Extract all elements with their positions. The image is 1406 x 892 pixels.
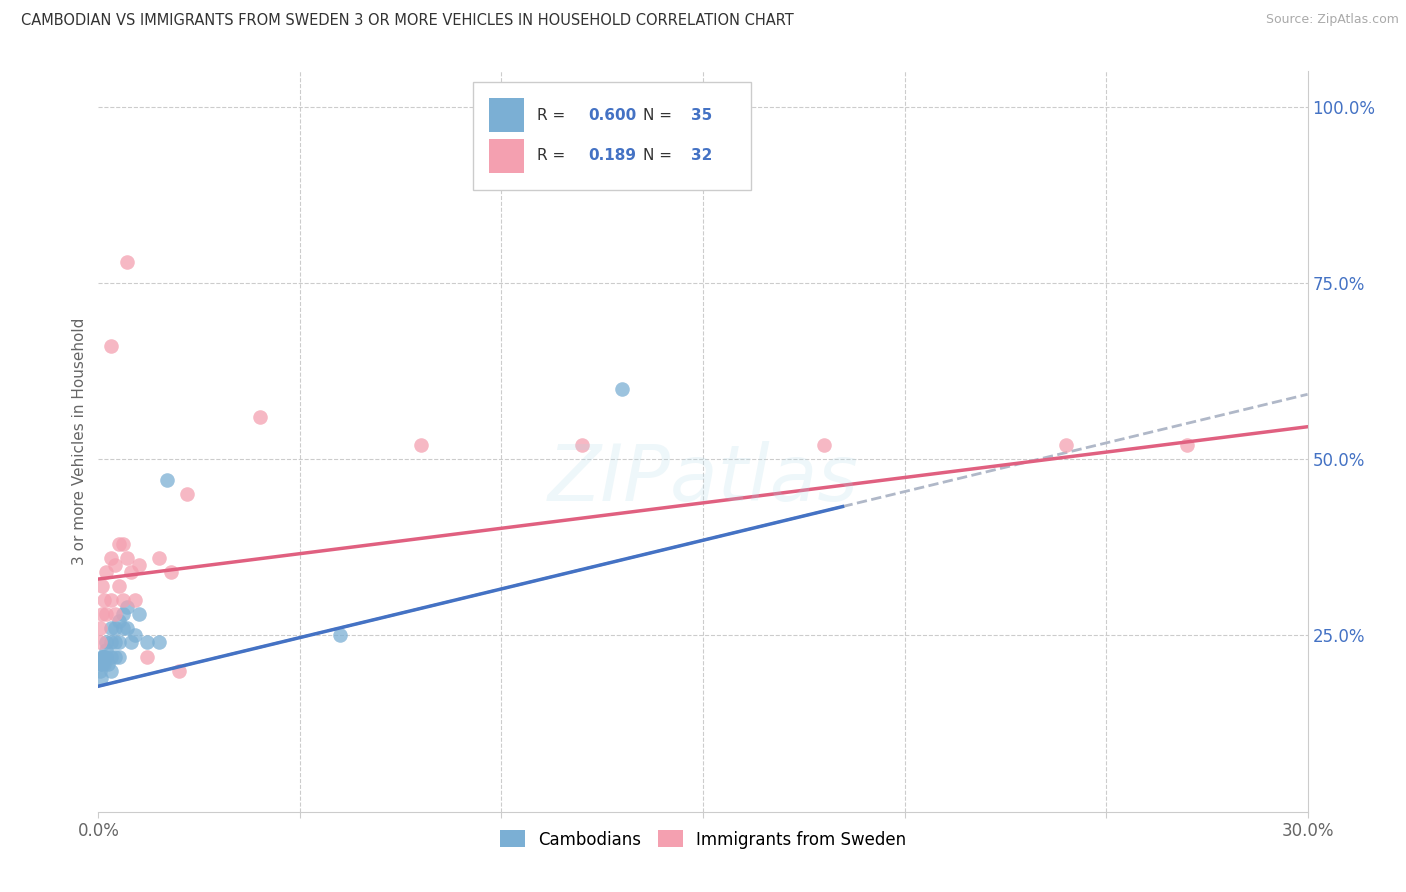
Point (103, 635, 125, 649)
Text: R =: R = (537, 108, 571, 122)
Point (91, 579, 114, 593)
Text: N =: N = (643, 148, 676, 163)
Point (103, 558, 125, 572)
Point (128, 607, 150, 622)
Point (135, 649, 157, 664)
Point (107, 649, 129, 664)
Point (100, 664, 122, 678)
Point (96, 635, 118, 649)
Point (93, 649, 115, 664)
Text: CAMBODIAN VS IMMIGRANTS FROM SWEDEN 3 OR MORE VEHICLES IN HOUSEHOLD CORRELATION : CAMBODIAN VS IMMIGRANTS FROM SWEDEN 3 OR… (21, 13, 794, 29)
Point (148, 550, 170, 565)
Point (100, 593, 122, 607)
Point (89, 664, 111, 678)
Point (91, 607, 114, 622)
Point (107, 579, 129, 593)
Point (571, 438, 593, 452)
Point (107, 537, 129, 551)
FancyBboxPatch shape (474, 82, 751, 190)
Point (89, 635, 111, 649)
Point (111, 621, 134, 635)
Point (100, 649, 122, 664)
FancyBboxPatch shape (489, 139, 524, 173)
Point (329, 628, 352, 642)
Point (156, 473, 179, 487)
Text: 0.189: 0.189 (588, 148, 636, 163)
Point (124, 593, 146, 607)
Point (96, 565, 118, 579)
Point (249, 409, 271, 424)
Point (100, 621, 122, 635)
Point (115, 550, 138, 565)
Point (1175, 438, 1198, 452)
Text: 35: 35 (690, 108, 713, 122)
Point (100, 635, 122, 649)
Text: ZIPatlas: ZIPatlas (547, 441, 859, 516)
Text: N =: N = (643, 108, 676, 122)
Point (120, 635, 142, 649)
Point (1054, 438, 1077, 452)
Point (103, 607, 125, 622)
Text: 32: 32 (690, 148, 713, 163)
Point (148, 635, 170, 649)
Point (96, 642, 118, 657)
Point (124, 628, 146, 642)
Point (97, 657, 120, 671)
Point (89, 657, 111, 671)
Point (96, 607, 118, 622)
Point (107, 635, 129, 649)
Point (103, 621, 125, 635)
Point (103, 649, 125, 664)
Text: Source: ZipAtlas.com: Source: ZipAtlas.com (1265, 13, 1399, 27)
Point (90, 671, 112, 685)
Point (93, 657, 115, 671)
Y-axis label: 3 or more Vehicles in Household: 3 or more Vehicles in Household (72, 318, 87, 566)
Point (111, 593, 134, 607)
Point (176, 487, 198, 501)
Point (91, 649, 114, 664)
Text: R =: R = (537, 148, 575, 163)
Legend: Cambodians, Immigrants from Sweden: Cambodians, Immigrants from Sweden (494, 823, 912, 855)
Text: 0.600: 0.600 (588, 108, 637, 122)
Point (91, 657, 114, 671)
Point (91, 649, 114, 664)
Point (612, 382, 634, 396)
Point (813, 438, 835, 452)
Point (409, 438, 432, 452)
Point (160, 565, 183, 579)
Point (128, 558, 150, 572)
Point (167, 664, 190, 678)
FancyBboxPatch shape (489, 98, 524, 132)
Point (115, 621, 138, 635)
Point (96, 649, 118, 664)
Point (93, 649, 115, 664)
Point (100, 550, 122, 565)
Point (107, 615, 129, 629)
Point (111, 537, 134, 551)
Point (120, 565, 142, 579)
Point (115, 254, 138, 268)
Point (100, 339, 122, 353)
Point (111, 607, 134, 622)
Point (115, 600, 138, 615)
Point (93, 593, 115, 607)
Point (89, 621, 111, 635)
Point (135, 635, 157, 649)
